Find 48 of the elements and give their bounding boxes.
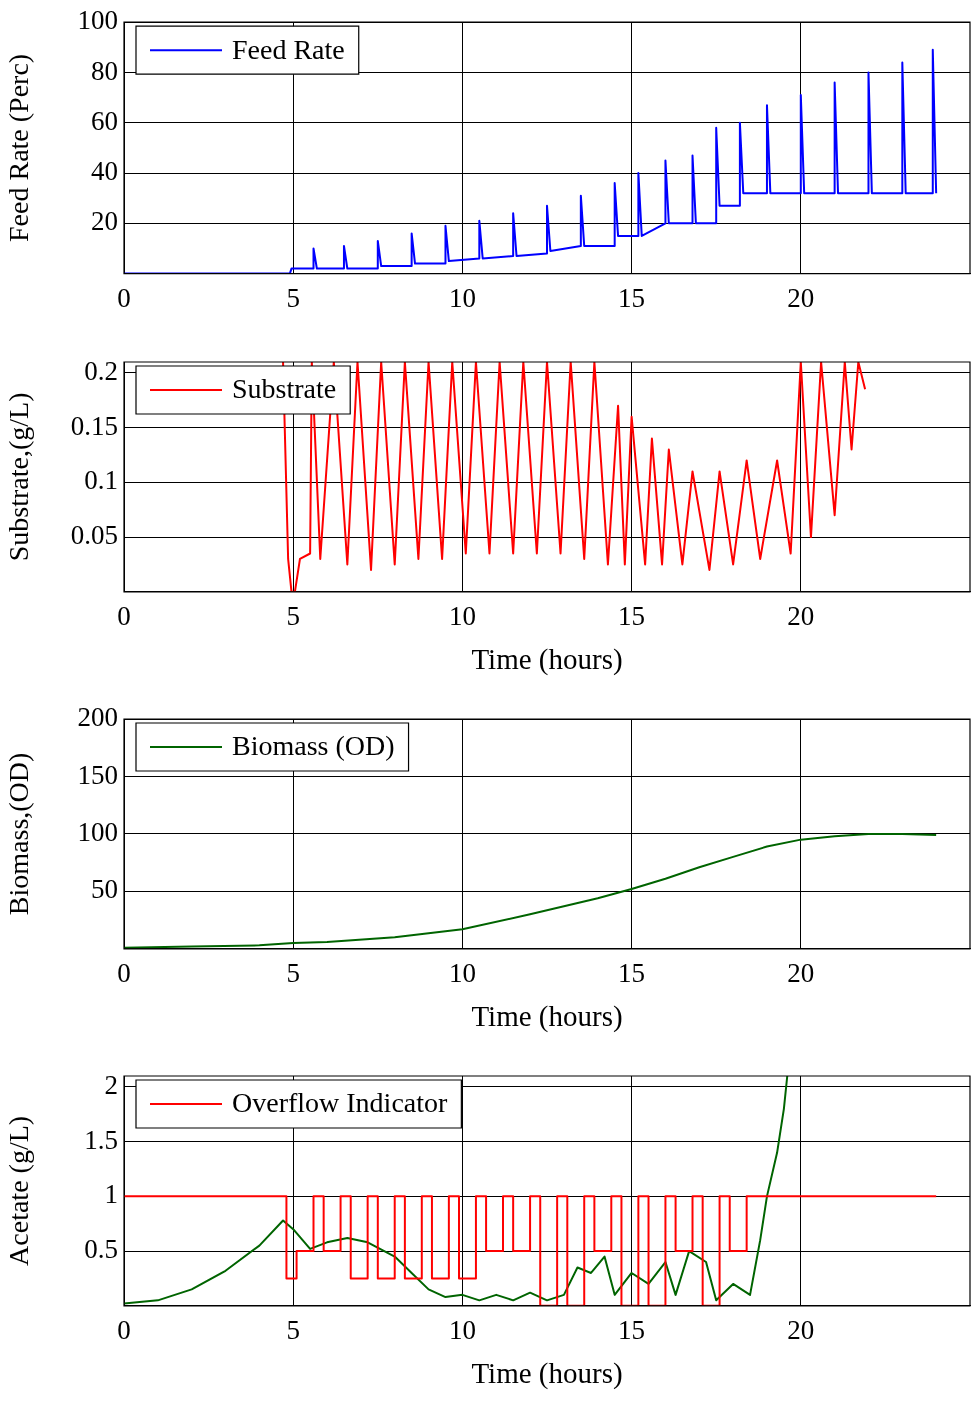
y-tick-label: 0.2	[84, 356, 118, 387]
y-axis-title: Feed Rate (Perc)	[3, 53, 35, 242]
x-tick-label: 0	[117, 601, 131, 632]
x-axis-title: Time (hours)	[471, 1000, 623, 1034]
x-tick-label: 15	[618, 1315, 646, 1346]
legend-label: Biomass (OD)	[232, 730, 395, 762]
y-axis-title: Biomass,(OD)	[3, 752, 35, 916]
y-tick-label: 100	[77, 5, 118, 36]
y-tick-label: 200	[77, 702, 118, 733]
y-tick-label: 0.05	[70, 520, 118, 551]
x-axis-title: Time (hours)	[471, 1357, 623, 1391]
x-tick-label: 15	[618, 601, 646, 632]
x-tick-label: 20	[787, 1315, 815, 1346]
x-tick-label: 15	[618, 282, 646, 313]
x-tick-label: 10	[448, 958, 476, 989]
y-tick-label: 20	[91, 206, 118, 237]
x-tick-label: 0	[117, 1315, 131, 1346]
y-tick-label: 50	[91, 874, 118, 905]
x-tick-label: 10	[448, 601, 476, 632]
y-axis-title: Substrate,(g/L)	[3, 392, 35, 562]
y-tick-label: 1	[104, 1179, 118, 1210]
x-tick-label: 20	[787, 601, 815, 632]
x-tick-label: 20	[787, 282, 815, 313]
legend-label: Overflow Indicator	[232, 1087, 449, 1119]
y-tick-label: 0.5	[84, 1234, 118, 1265]
y-tick-label: 1.5	[84, 1124, 118, 1155]
x-tick-label: 0	[117, 958, 131, 989]
x-tick-label: 20	[787, 958, 815, 989]
x-tick-label: 10	[448, 282, 476, 313]
y-tick-label: 0.1	[84, 465, 118, 496]
x-tick-label: 0	[117, 282, 131, 313]
y-tick-label: 150	[77, 759, 118, 790]
y-tick-label: 0.15	[70, 410, 118, 441]
legend-label: Feed Rate	[232, 33, 345, 65]
x-tick-label: 10	[448, 1315, 476, 1346]
y-tick-label: 40	[91, 156, 118, 187]
y-tick-label: 100	[77, 816, 118, 847]
x-axis-title: Time (hours)	[471, 643, 623, 677]
x-tick-label: 15	[618, 958, 646, 989]
y-tick-label: 80	[91, 55, 118, 86]
x-tick-label: 5	[286, 1315, 300, 1346]
x-tick-label: 5	[286, 958, 300, 989]
x-tick-label: 5	[286, 601, 300, 632]
y-axis-title: Acetate (g/L)	[3, 1115, 35, 1266]
legend-label: Substrate	[232, 373, 337, 405]
x-tick-label: 5	[286, 282, 300, 313]
y-tick-label: 2	[104, 1070, 118, 1101]
y-tick-label: 60	[91, 105, 118, 136]
